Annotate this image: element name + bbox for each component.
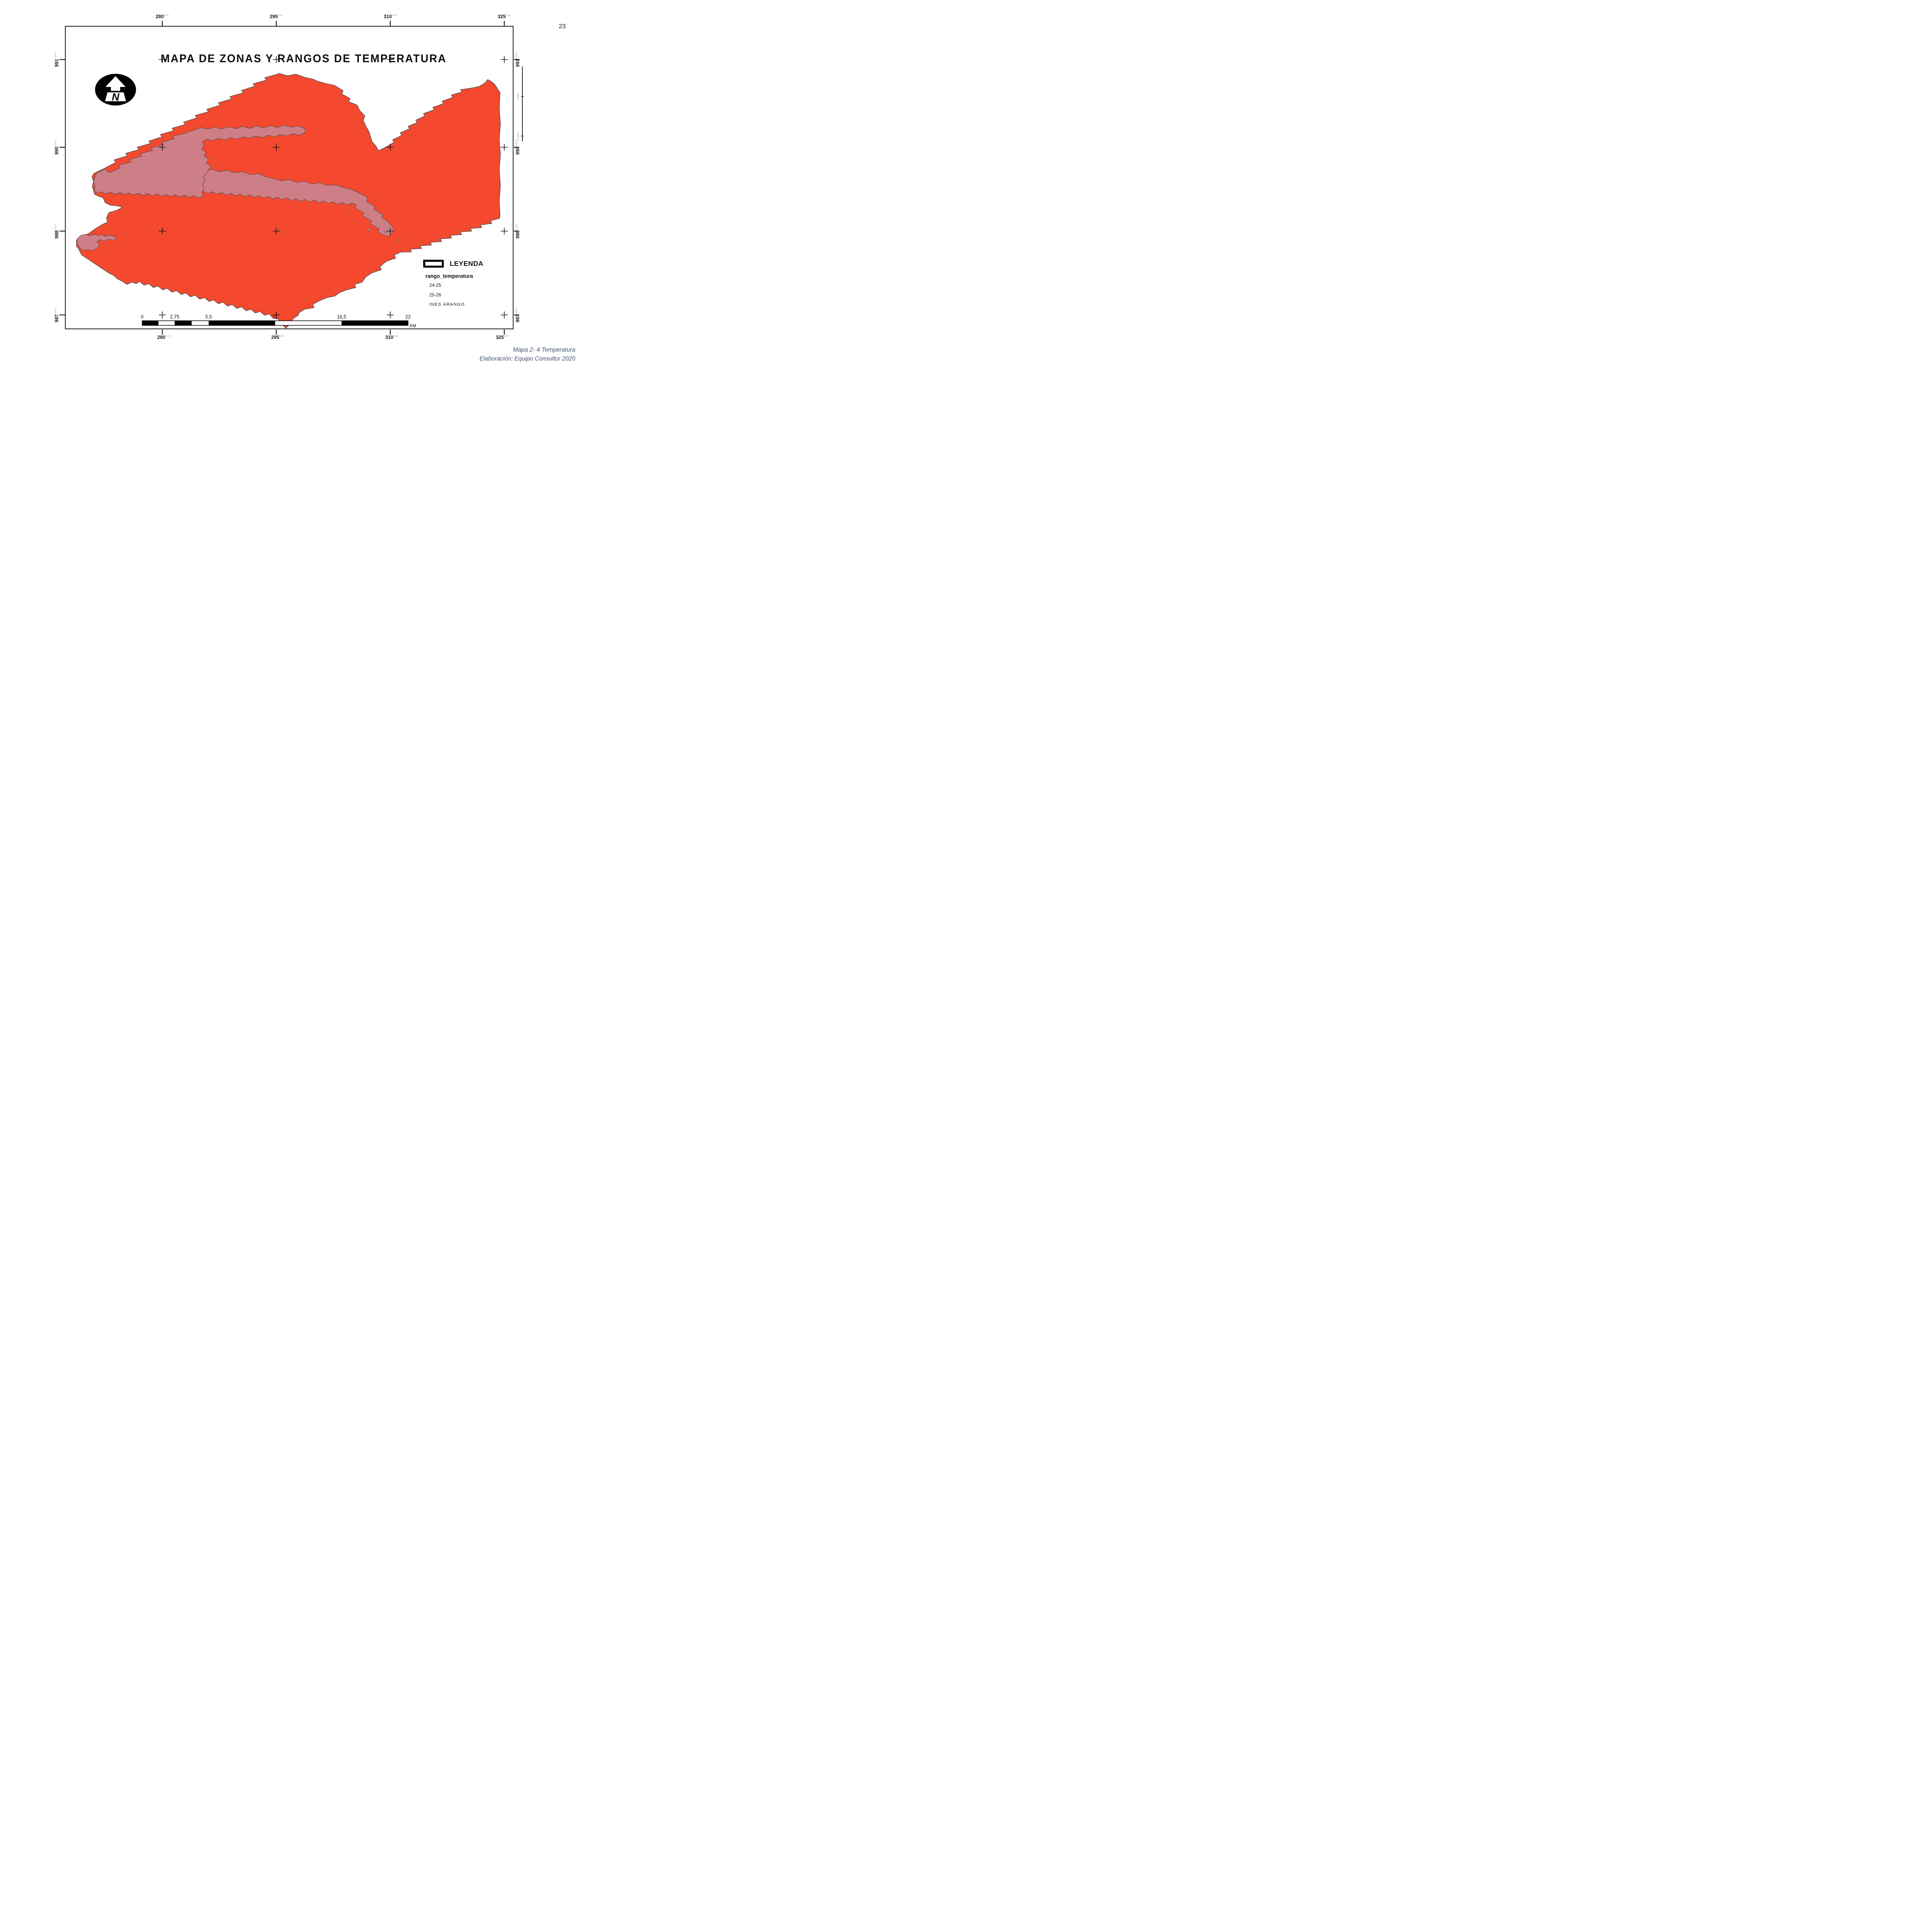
grid-label-right-991: 9910000 [515, 52, 520, 67]
grid-label-value: 295 [271, 335, 279, 340]
grid-label-suffix: 000 [277, 14, 283, 17]
scalebar-label-11: 11 [272, 314, 278, 320]
grid-label-value: 991 [54, 59, 60, 67]
scalebar-label-2-75: 2,75 [170, 314, 180, 320]
scalebar-label-16-5: 16,5 [337, 314, 347, 320]
grid-label-right-990: 9900000 [515, 140, 520, 155]
grid-label-suffix: 000 [165, 335, 171, 338]
grid-label-value: 295 [269, 14, 278, 19]
grid-label-top-325: 325000 [498, 14, 511, 19]
grid-label-top-295: 295000 [270, 14, 283, 19]
grid-label-suffix: 000 [393, 335, 399, 338]
scalebar-unit: KM [410, 324, 417, 328]
grid-crosses-and-ticks [60, 21, 519, 335]
zone-24-25-main-polygon [93, 125, 306, 198]
grid-label-top-280: 280000 [156, 14, 169, 19]
map-frame [65, 26, 514, 329]
scalebar-label-0: 0 [141, 314, 144, 320]
map-title: MAPA DE ZONAS Y RANGOS DE TEMPERATURA [161, 53, 447, 65]
grid-label-right-987: 9870000 [515, 308, 520, 322]
legend-item-25-26: 25-26 [423, 260, 510, 299]
legend-item-24-25: 24-25 [423, 260, 510, 289]
grid-label-value: 990 [515, 146, 520, 155]
zone-24-25-speckles [347, 209, 400, 242]
grid-label-left-990: 9900000 [54, 140, 60, 155]
map-caption: Mapa 2- 4 Temperatura Elaboración: Equip… [480, 345, 575, 363]
grid-label-left-988: 9880000 [54, 224, 60, 238]
zone-24-25-arm-polygon [198, 169, 395, 237]
legend-swatch-outline-icon [423, 260, 444, 268]
grid-label-value: 987 [515, 314, 520, 323]
grid-label-right-988: 9880000 [515, 224, 520, 238]
grid-label-suffix: 0000 [54, 223, 57, 231]
grid-label-bottom-295: 295000 [271, 335, 284, 340]
grid-label-suffix: 0000 [515, 307, 518, 315]
grid-label-value: 280 [157, 335, 165, 340]
caption-line-1: Mapa 2- 4 Temperatura [513, 347, 575, 353]
grid-label-value: 988 [54, 230, 60, 239]
grid-label-left-987: 9870000 [54, 308, 60, 322]
grid-label-bottom-280: 280000 [157, 335, 170, 340]
graticule-label-0-10: 0°10'0" [516, 131, 520, 141]
grid-label-value: 310 [385, 335, 393, 340]
grid-label-suffix: 000 [505, 14, 511, 17]
scalebar-label-5-5: 5,5 [205, 314, 212, 320]
graticule-label-0-0: 0°0'0" [516, 93, 520, 100]
grid-label-suffix: 0000 [54, 307, 57, 315]
grid-label-value: 325 [497, 14, 506, 19]
grid-label-suffix: 0000 [54, 52, 57, 59]
grid-label-value: 310 [383, 14, 392, 19]
north-letter: N [112, 91, 119, 103]
legend-item-label: 25-26 [429, 292, 441, 298]
scalebar-label-22: 22 [405, 314, 411, 320]
grid-label-suffix: 000 [503, 335, 509, 338]
grid-label-value: 988 [515, 230, 520, 239]
grid-label-suffix: 0000 [515, 140, 518, 147]
grid-label-suffix: 0000 [515, 52, 518, 59]
legend: LEYENDA rango_temperatura 24-25 25-26 IN… [423, 260, 510, 310]
legend-field-name: rango_temperatura [425, 273, 473, 279]
map-canvas [60, 21, 524, 335]
legend-item-label: INES ARANGO [429, 302, 465, 307]
grid-label-value: 325 [495, 335, 504, 340]
graticule-line [521, 66, 524, 141]
legend-item-ines-arango: INES ARANGO [423, 260, 510, 308]
scale-bar [142, 320, 408, 326]
grid-label-value: 990 [54, 146, 60, 155]
caption-line-2: Elaboración: Equipo Consultor 2020 [479, 356, 575, 362]
report-page: 23 [0, 0, 597, 422]
grid-label-value: 280 [155, 14, 164, 19]
grid-label-bottom-325: 325000 [496, 335, 509, 340]
map-layers [76, 73, 501, 328]
legend-title: LEYENDA [449, 260, 484, 267]
grid-label-top-310: 310000 [384, 14, 397, 19]
grid-label-value: 991 [515, 59, 520, 67]
grid-label-value: 987 [54, 314, 60, 323]
zone-24-25-west-blob [77, 234, 117, 251]
grid-label-left-991: 9910000 [54, 52, 60, 67]
page-number: 23 [559, 23, 566, 30]
grid-label-suffix: 000 [279, 335, 285, 338]
grid-label-bottom-310: 310000 [385, 335, 398, 340]
grid-label-suffix: 0000 [515, 223, 518, 231]
legend-item-label: 24-25 [429, 282, 441, 288]
grid-label-suffix: 0000 [54, 140, 57, 147]
grid-label-suffix: 000 [391, 14, 397, 17]
grid-label-suffix: 000 [163, 14, 169, 17]
